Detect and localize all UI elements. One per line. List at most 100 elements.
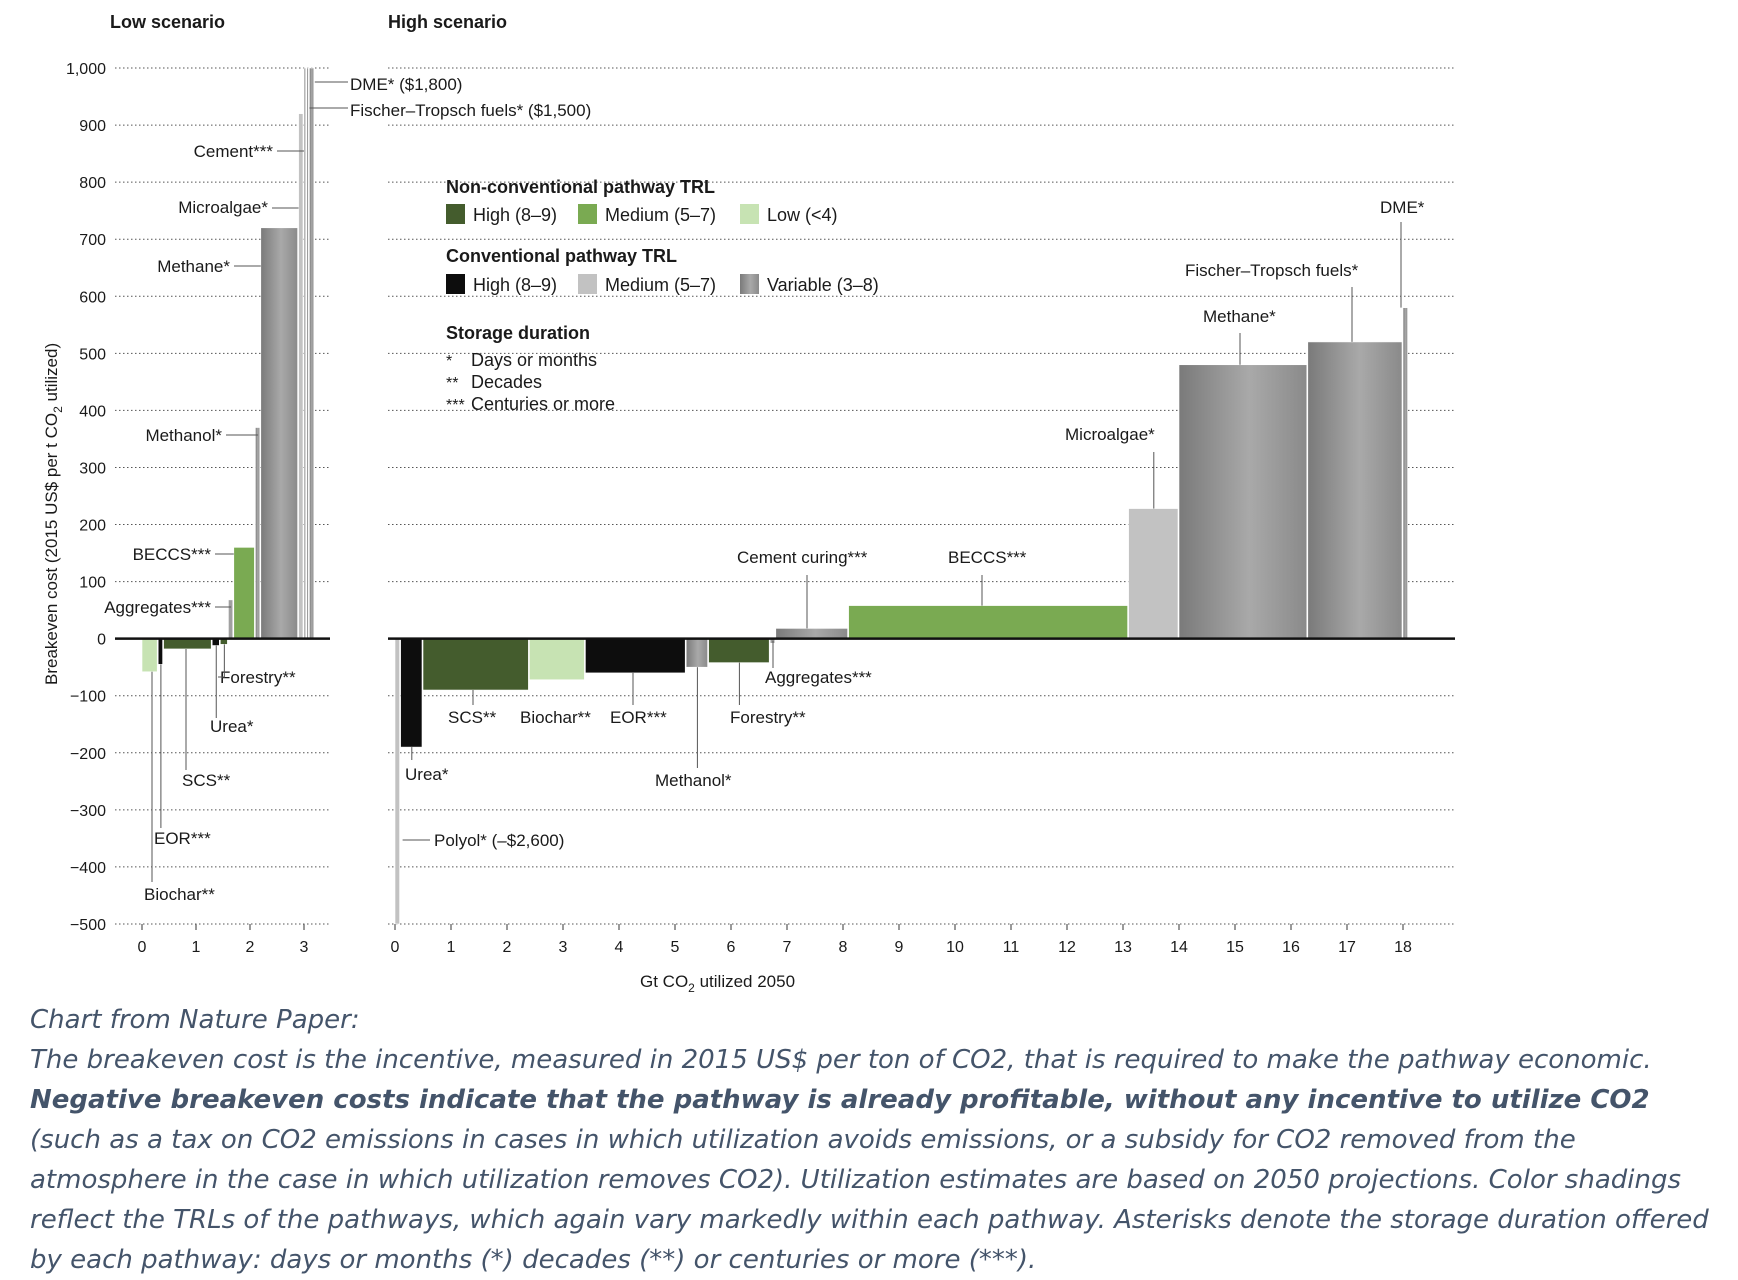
x-tick-label-high: 7 — [783, 939, 792, 956]
x-tick-label-low: 2 — [246, 939, 255, 956]
label-polyol-2-600: Polyol* (–$2,600) — [434, 831, 564, 850]
caption-definition: The breakeven cost is the incentive, mea… — [30, 1045, 1652, 1075]
y-tick-label: 800 — [79, 175, 106, 192]
bar-scs — [163, 638, 212, 650]
caption-body: Negative breakeven costs indicate that t… — [30, 1080, 1720, 1280]
x-tick-label-high: 4 — [615, 939, 624, 956]
high-scenario-bars — [394, 307, 1408, 925]
label-fischer-tropsch-fuels-1-500: Fischer–Tropsch fuels* ($1,500) — [350, 101, 591, 120]
x-tick-label-high: 16 — [1282, 939, 1300, 956]
bar-microalgae — [1128, 508, 1179, 639]
bar-urea — [400, 638, 423, 748]
bar-aggregates — [228, 599, 234, 639]
y-tick-label: −300 — [70, 803, 106, 820]
label-forestry: Forestry** — [730, 708, 806, 727]
x-tick-label-high: 14 — [1170, 939, 1188, 956]
bar-eor — [157, 638, 163, 665]
label-methane: Methane* — [157, 257, 230, 276]
bar-dme-1-800 — [309, 67, 315, 639]
y-tick-label: −200 — [70, 746, 106, 763]
label-eor: EOR*** — [154, 829, 211, 848]
legend-storage-mark-1: * — [446, 353, 452, 370]
bar-dme — [1402, 307, 1408, 639]
y-tick-label: −100 — [70, 689, 106, 706]
legend-storage-title: Storage duration — [446, 323, 590, 343]
label-beccs: BECCS*** — [948, 548, 1027, 567]
bar-methanol — [685, 638, 708, 668]
bar-methane — [260, 227, 298, 639]
legend-storage-label-2: Decades — [471, 372, 542, 392]
legend-swatch-conv-high — [446, 274, 465, 294]
label-methane: Methane* — [1203, 307, 1276, 326]
legend: Non-conventional pathway TRL High (8–9) … — [446, 177, 879, 414]
caption-source: Chart from Nature Paper: — [30, 1005, 360, 1035]
x-tick-label-low: 0 — [138, 939, 147, 956]
bar-cement-curing — [775, 628, 848, 639]
bar-labels: DME* ($1,800) Fischer–Tropsch fuels* ($1,… — [104, 75, 1425, 904]
caption-rest: (such as a tax on CO2 emissions in cases… — [30, 1125, 1709, 1275]
label-aggregates: Aggregates*** — [765, 668, 872, 687]
bar-beccs — [233, 547, 255, 639]
caption-bold: Negative breakeven costs indicate that t… — [30, 1085, 1650, 1115]
y-tick-label: 0 — [97, 632, 106, 649]
bar-fischer-tropsch-fuels — [1307, 341, 1403, 639]
bar-biochar — [529, 638, 585, 681]
chart-caption: Chart from Nature Paper: The breakeven c… — [30, 1000, 1720, 1280]
x-tick-label-low: 1 — [192, 939, 201, 956]
label-scs: SCS** — [448, 708, 497, 727]
x-tick-label-high: 3 — [559, 939, 568, 956]
x-tick-label-high: 12 — [1058, 939, 1076, 956]
bar-microalgae — [298, 113, 304, 639]
label-dme: DME* — [1380, 198, 1425, 217]
label-scs: SCS** — [182, 771, 231, 790]
y-tick-label: 400 — [79, 403, 106, 420]
x-tick-label-high: 8 — [839, 939, 848, 956]
label-biochar: Biochar** — [520, 708, 591, 727]
bar-methanol — [255, 427, 261, 639]
bar-methane — [1178, 364, 1308, 639]
label-eor: EOR*** — [610, 708, 667, 727]
x-tick-label-high: 15 — [1226, 939, 1244, 956]
x-tick-label-high: 13 — [1114, 939, 1132, 956]
y-tick-label: 900 — [79, 118, 106, 135]
leader-line — [218, 644, 225, 678]
label-methanol: Methanol* — [655, 771, 732, 790]
axes: −500−400−300−200−10001002003004005006007… — [66, 61, 1455, 956]
bar-fischer-tropsch-fuels-1-500 — [306, 67, 309, 639]
y-tick-label: 1,000 — [66, 61, 106, 78]
y-tick-label: 500 — [79, 346, 106, 363]
legend-storage-label-1: Days or months — [471, 350, 597, 370]
legend-conv-title: Conventional pathway TRL — [446, 246, 677, 266]
y-tick-label: 700 — [79, 232, 106, 249]
legend-nonconv-low: Low (<4) — [767, 205, 838, 225]
y-tick-label: 600 — [79, 289, 106, 306]
label-microalgae: Microalgae* — [178, 198, 268, 217]
bar-cement — [303, 67, 306, 639]
bar-biochar — [141, 638, 158, 673]
y-axis-label: Breakeven cost (2015 US$ per t CO2 utili… — [42, 343, 65, 685]
legend-nonconv-high: High (8–9) — [473, 205, 557, 225]
x-tick-label-high: 9 — [895, 939, 904, 956]
label-urea: Urea* — [405, 765, 449, 784]
label-urea: Urea* — [210, 717, 254, 736]
legend-swatch-nonconv-low — [740, 204, 759, 224]
bar-forestry — [708, 638, 770, 663]
legend-storage-mark-2: ** — [446, 375, 458, 392]
y-tick-label: 200 — [79, 518, 106, 535]
legend-swatch-nonconv-high — [446, 204, 465, 224]
legend-swatch-conv-variable — [740, 274, 759, 294]
x-tick-label-low: 3 — [300, 939, 309, 956]
x-tick-label-high: 0 — [391, 939, 400, 956]
bar-polyol-2-600 — [394, 638, 400, 925]
x-tick-label-high: 11 — [1003, 939, 1020, 956]
co2-breakeven-chart: Low scenario High scenario −500 −400 −300 −… — [42, 12, 1455, 995]
x-tick-label-high: 2 — [503, 939, 512, 956]
label-aggregates: Aggregates*** — [104, 598, 211, 617]
x-tick-label-high: 10 — [946, 939, 964, 956]
label-methanol: Methanol* — [145, 426, 222, 445]
legend-nonconv-title: Non-conventional pathway TRL — [446, 177, 715, 197]
label-cement-curing: Cement curing*** — [737, 548, 868, 567]
legend-storage-label-3: Centuries or more — [471, 394, 615, 414]
low-scenario-title: Low scenario — [110, 12, 225, 32]
y-tick-label: 100 — [79, 575, 106, 592]
